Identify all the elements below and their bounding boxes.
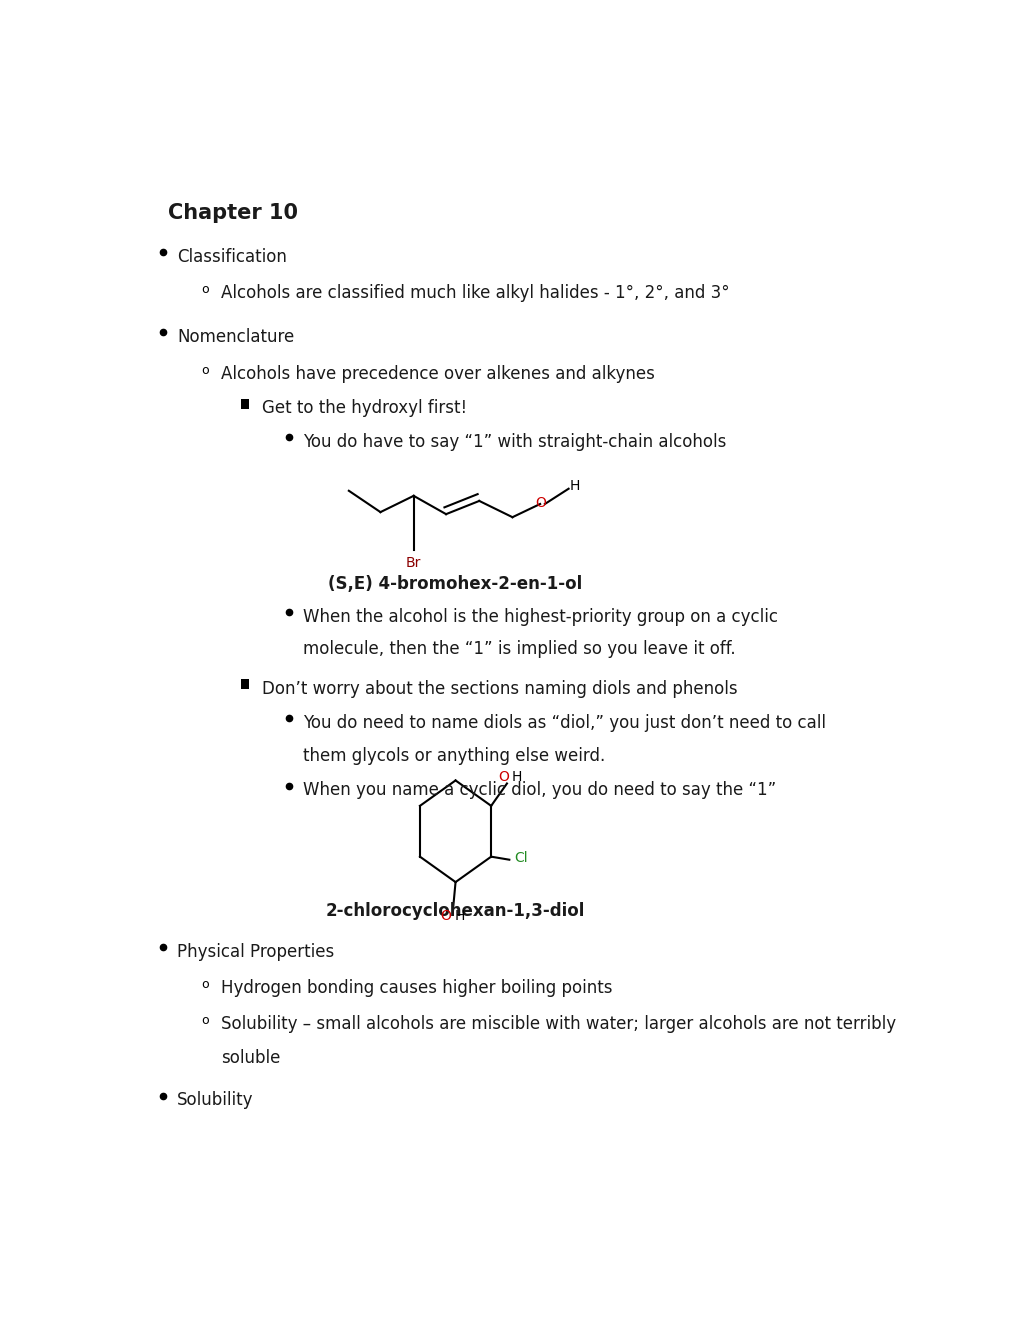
Bar	[242, 680, 249, 689]
Text: molecule, then the “1” is implied so you leave it off.: molecule, then the “1” is implied so you…	[303, 640, 735, 659]
Text: Br: Br	[406, 556, 421, 570]
Text: Alcohols are classified much like alkyl halides - 1°, 2°, and 3°: Alcohols are classified much like alkyl …	[220, 284, 729, 302]
Text: When you name a cyclic diol, you do need to say the “1”: When you name a cyclic diol, you do need…	[303, 781, 775, 800]
Text: them glycols or anything else weird.: them glycols or anything else weird.	[303, 747, 604, 764]
Text: H: H	[512, 771, 522, 784]
Text: o: o	[201, 284, 209, 297]
Text: soluble: soluble	[220, 1049, 280, 1067]
Text: You do have to say “1” with straight-chain alcohols: You do have to say “1” with straight-cha…	[303, 433, 726, 451]
Text: H: H	[570, 479, 580, 492]
Text: Cl: Cl	[514, 850, 528, 865]
Text: Classification: Classification	[177, 248, 287, 265]
Text: Get to the hydroxyl first!: Get to the hydroxyl first!	[262, 399, 467, 417]
Text: o: o	[201, 1014, 209, 1027]
Text: o: o	[201, 364, 209, 376]
Text: Don’t worry about the sections naming diols and phenols: Don’t worry about the sections naming di…	[262, 680, 737, 698]
Text: You do need to name diols as “diol,” you just don’t need to call: You do need to name diols as “diol,” you…	[303, 714, 825, 733]
Text: (S,E) 4-bromohex-2-en-1-ol: (S,E) 4-bromohex-2-en-1-ol	[328, 576, 582, 593]
Text: 2-chlorocyclohexan-1,3-diol: 2-chlorocyclohexan-1,3-diol	[325, 903, 585, 920]
Text: Alcohols have precedence over alkenes and alkynes: Alcohols have precedence over alkenes an…	[220, 364, 654, 383]
Bar	[242, 399, 249, 409]
Text: Physical Properties: Physical Properties	[177, 942, 334, 961]
Text: H: H	[453, 908, 465, 923]
Text: Solubility: Solubility	[177, 1092, 254, 1109]
Text: Hydrogen bonding causes higher boiling points: Hydrogen bonding causes higher boiling p…	[220, 978, 611, 997]
Text: O: O	[535, 496, 546, 510]
Text: O: O	[440, 908, 451, 923]
Text: When the alcohol is the highest-priority group on a cyclic: When the alcohol is the highest-priority…	[303, 607, 777, 626]
Text: Nomenclature: Nomenclature	[177, 329, 294, 346]
Text: Solubility – small alcohols are miscible with water; larger alcohols are not ter: Solubility – small alcohols are miscible…	[220, 1015, 895, 1034]
Text: O: O	[498, 771, 508, 784]
Text: Chapter 10: Chapter 10	[168, 203, 298, 223]
Text: o: o	[201, 978, 209, 990]
